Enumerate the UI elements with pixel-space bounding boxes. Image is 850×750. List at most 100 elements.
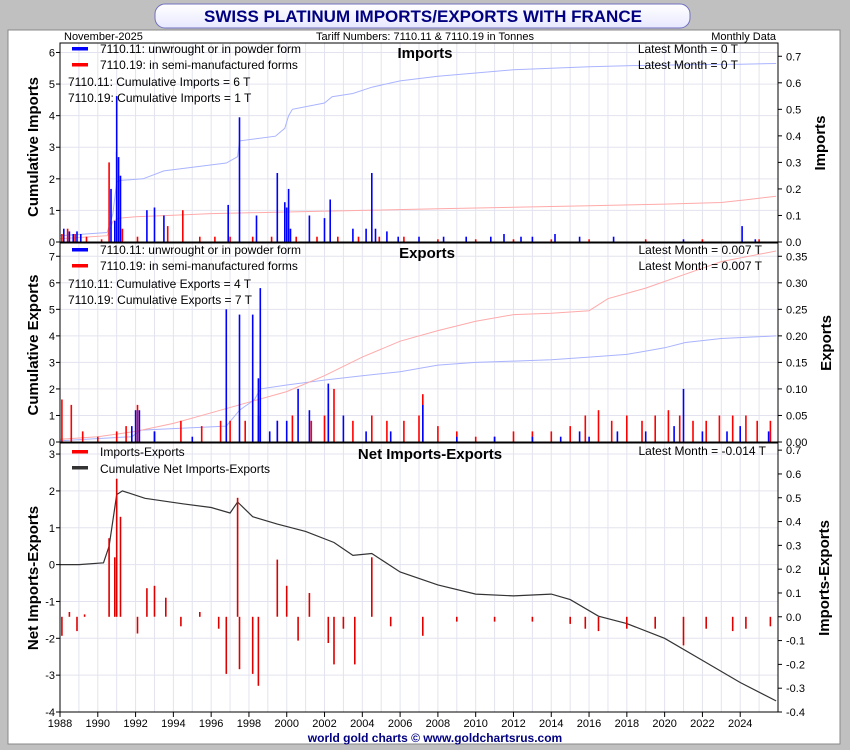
net-bar: [251, 616, 254, 674]
exports-bar-7110-19: [418, 415, 420, 442]
net-bar: [682, 616, 685, 646]
imports-left-tick-label: 3: [49, 142, 55, 154]
net-bar: [308, 593, 311, 617]
x-tick-label: 2000: [274, 718, 298, 730]
x-tick-label: 2016: [577, 718, 601, 730]
net-right-tick-label: -0.3: [786, 683, 805, 695]
imports-bar-7110-19: [66, 228, 69, 242]
exports-legend-swatch-7110-11: [72, 248, 88, 252]
net-left-tick-label: -1: [45, 596, 55, 608]
exports-bar-7110-19: [667, 410, 670, 442]
exports-bar-7110-11: [767, 431, 770, 442]
exports-cumulative-7110-19-line: [59, 250, 777, 440]
net-legend-cumulative: Cumulative Net Imports-Exports: [100, 462, 270, 476]
imports-title: Imports: [397, 45, 452, 62]
imports-bar-7110-19: [588, 239, 590, 242]
net-right-tick-label: 0.4: [786, 517, 801, 529]
net-bar: [493, 616, 496, 622]
imports-bar-7110-19: [85, 236, 88, 242]
imports-bar-7110-11: [255, 215, 258, 242]
exports-bar-7110-19: [97, 436, 99, 442]
net-bar: [119, 516, 122, 617]
exports-bar-7110-19: [731, 415, 734, 442]
imports-right-tick-label: 0.6: [786, 78, 801, 90]
net-bar: [146, 588, 148, 617]
title-box: [154, 3, 691, 29]
net-bar: [342, 616, 345, 629]
imports-left-tick-label: 5: [49, 79, 55, 91]
exports-bar-7110-19: [569, 426, 571, 442]
imports-left-tick-label: 6: [49, 47, 55, 59]
imports-bar-7110-19: [251, 236, 254, 242]
imports-bar-7110-19: [512, 239, 515, 242]
imports-bar-7110-19: [644, 239, 647, 242]
net-bar: [165, 597, 167, 617]
exports-bar-7110-19: [769, 420, 772, 442]
net-bar: [61, 616, 63, 636]
exports-bar-7110-19: [474, 436, 477, 442]
x-tick-label: 2018: [615, 718, 639, 730]
net-left-axis-label: Net Imports-Exports: [25, 506, 42, 650]
exports-bar-7110-19: [125, 426, 127, 442]
exports-axes: 0 1 2 3 4 5 6 7 0.00 0.05 0.10 0.15 0.20 0.25 0.30 0.35: [49, 251, 808, 449]
imports-bar-7110-11: [520, 236, 522, 242]
imports-panel-border: [59, 42, 779, 243]
net-bar: [626, 616, 628, 629]
net-bar: [217, 616, 220, 629]
exports-bar-7110-19: [136, 404, 139, 442]
imports-bar-7110-19: [100, 239, 103, 242]
net-bar: [333, 616, 335, 665]
imports-bar-7110-11: [323, 218, 326, 242]
imports-cumulative-7110-19-line: [59, 195, 777, 240]
imports-bar-7110-19: [270, 236, 273, 242]
net-bar: [68, 612, 71, 617]
imports-bar-7110-11: [238, 117, 241, 242]
exports-bar-7110-19: [550, 431, 553, 442]
imports-bar-7110-11: [163, 215, 165, 242]
net-title: Net Imports-Exports: [358, 446, 502, 463]
net-bar: [389, 616, 392, 627]
net-left-tick-label: 1: [49, 523, 55, 535]
exports-bar-7110-19: [115, 431, 118, 442]
exports-cumulative-7110-19: 7110.19: Cumulative Exports = 7 T: [68, 293, 253, 307]
exports-bar-7110-11: [268, 431, 271, 442]
imports-bar-7110-19: [437, 239, 439, 242]
imports-latest-7110-19: Latest Month = 0 T: [638, 58, 739, 72]
imports-bar-7110-11: [119, 175, 122, 242]
net-bar: [769, 616, 772, 627]
imports-left-tick-label: 0: [49, 237, 55, 249]
exports-bar-7110-11: [285, 420, 288, 442]
exports-bar-7110-11: [276, 420, 279, 442]
net-bar: [654, 616, 656, 629]
net-bar: [705, 616, 707, 629]
net-bar: [371, 557, 373, 617]
exports-bar-7110-19: [654, 415, 656, 442]
net-bar: [297, 616, 299, 641]
imports-bar-7110-11: [289, 228, 292, 242]
net-bar: [83, 614, 86, 617]
net-right-tick-label: 0.1: [786, 588, 801, 600]
imports-bar-7110-11: [503, 234, 505, 242]
net-bar: [745, 616, 747, 629]
net-right-tick-label: 0.5: [786, 493, 801, 505]
exports-bar-7110-11: [456, 436, 458, 442]
exports-left-tick-label: 0: [49, 437, 55, 449]
exports-bar-7110-19: [678, 415, 681, 442]
net-bar: [354, 616, 356, 665]
imports-bar-7110-11: [110, 188, 112, 242]
exports-right-tick-label: 0.20: [786, 331, 807, 343]
imports-bar-7110-11: [68, 231, 71, 242]
x-tick-label: 1992: [123, 718, 147, 730]
imports-bar-7110-19: [378, 236, 381, 242]
exports-bar-7110-11: [342, 415, 345, 442]
exports-bar-7110-11: [559, 436, 562, 442]
exports-bar-7110-19: [219, 420, 222, 442]
exports-bar-7110-19: [718, 415, 721, 442]
imports-bar-7110-19: [474, 239, 477, 242]
net-right-tick-label: -0.2: [786, 659, 805, 671]
exports-bar-7110-19: [229, 420, 231, 442]
exports-bar-7110-19: [705, 420, 707, 442]
exports-right-tick-label: 0.00: [786, 437, 807, 449]
imports-bar-7110-11: [754, 239, 757, 242]
net-axes: -4 -3 -2 -1 0 1 2 3 -0.4 -0.3 -0.2 -0.1 0.0 0.1 0.2 0.3…: [45, 445, 805, 719]
